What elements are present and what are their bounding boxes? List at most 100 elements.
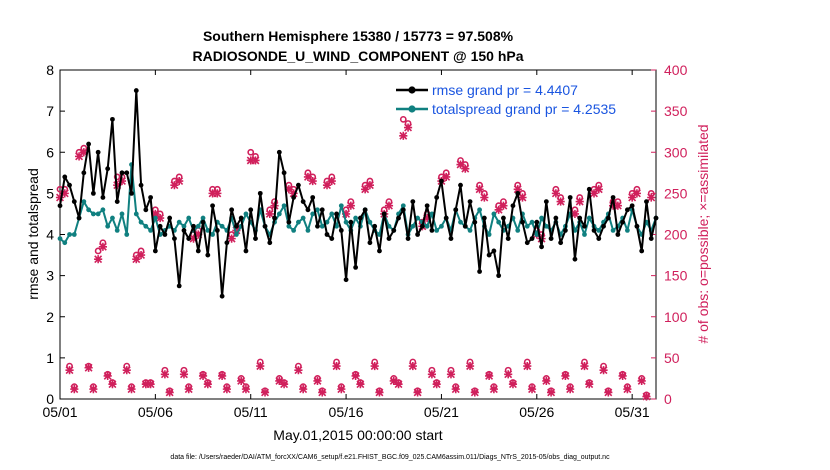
- rmse-point: [396, 215, 401, 221]
- obs-assimilated-point: [299, 385, 308, 394]
- obs-assimilated-point: [508, 380, 518, 389]
- obs-assimilated-point: [551, 189, 560, 198]
- obs-assimilated-point: [403, 123, 413, 132]
- rmse-point: [286, 219, 292, 225]
- obs-assimilated-point: [60, 189, 69, 198]
- rmse-point: [429, 227, 435, 233]
- rmse-point: [572, 256, 578, 262]
- rmse-point: [243, 248, 249, 254]
- rmse-point: [620, 219, 626, 225]
- y-left-axis-ticks: 0 1 2 3 4 5 6 7 8: [46, 62, 65, 407]
- obs-assimilated-point: [442, 172, 451, 182]
- y-left-tick-label: 4: [46, 227, 54, 243]
- totalspread-point: [105, 223, 111, 229]
- totalspread-point: [143, 223, 149, 229]
- rmse-point: [381, 211, 387, 217]
- obs-assimilated-point: [585, 380, 594, 389]
- rmse-point: [386, 236, 392, 242]
- y-right-axis-label: # of obs: o=possible; ×=assimilated: [695, 124, 711, 343]
- rmse-point: [543, 199, 549, 205]
- rmse-point: [458, 182, 463, 188]
- obs-assimilated-point: [198, 371, 208, 381]
- rmse-point: [71, 199, 77, 205]
- series-lines: [57, 88, 659, 299]
- rmse-point: [157, 223, 163, 229]
- obs-assimilated-point: [241, 385, 251, 394]
- rmse-point: [372, 223, 378, 229]
- obs-assimilated-point: [251, 156, 260, 165]
- rmse-point: [253, 236, 258, 242]
- rmse-point: [405, 236, 411, 242]
- obs-assimilated-point: [465, 362, 475, 371]
- rmse-point: [191, 223, 196, 229]
- rmse-point: [62, 174, 68, 180]
- rmse-point: [515, 190, 521, 196]
- rmse-point: [334, 211, 339, 217]
- totalspread-point: [286, 223, 292, 229]
- obs-assimilated-point: [127, 385, 136, 394]
- rmse-point: [496, 273, 502, 279]
- obs-possible-point: [94, 247, 102, 255]
- obs-assimilated-point: [218, 371, 227, 381]
- obs-assimilated-point: [265, 209, 274, 219]
- chart-title-line2: RADIOSONDE_U_WIND_COMPONENT @ 150 hPa: [192, 48, 523, 64]
- obs-assimilated-point: [194, 230, 203, 239]
- obs-assimilated-point: [580, 362, 589, 371]
- rmse-point: [377, 248, 382, 254]
- obs-assimilated-point: [136, 250, 146, 260]
- obs-assimilated-point: [504, 370, 513, 379]
- obs-assimilated-point: [604, 388, 613, 397]
- totalspread-point: [62, 240, 68, 246]
- obs-assimilated-point: [547, 388, 556, 397]
- obs-assimilated-point: [303, 172, 313, 182]
- obs-assimilated-point: [556, 197, 565, 206]
- rmse-point: [100, 195, 106, 200]
- totalspread-point: [138, 219, 144, 225]
- rmse-point: [610, 195, 616, 200]
- obs-assimilated-point: [232, 226, 241, 235]
- totalspread-point: [67, 232, 72, 237]
- obs-assimilated-point: [179, 370, 189, 379]
- totalspread-point: [176, 219, 182, 225]
- rmse-point: [453, 207, 459, 213]
- obs-assimilated-point: [432, 380, 441, 389]
- rmse-point: [424, 203, 430, 209]
- rmse-point: [639, 248, 645, 254]
- obs-assimilated-point: [346, 201, 355, 210]
- obs-assimilated-point: [165, 388, 174, 397]
- rmse-point: [343, 277, 349, 283]
- totalspread-point: [486, 232, 492, 237]
- rmse-point: [548, 236, 554, 242]
- obs-assimilated-point: [184, 385, 193, 394]
- obs-assimilated-point: [518, 193, 527, 202]
- totalspread-point: [57, 236, 63, 242]
- obs-assimilated-point: [55, 193, 65, 202]
- y-right-tick-label: 50: [664, 350, 680, 366]
- footnote: data file: /Users/raeder/DAI/ATM_forcXX/…: [170, 454, 610, 461]
- totalspread-point: [219, 223, 225, 229]
- y-left-tick-label: 5: [46, 185, 54, 201]
- chart-title: Southern Hemisphere 15380 / 15773 = 97.5…: [192, 28, 523, 64]
- obs-assimilated-point: [284, 185, 293, 194]
- rmse-point: [582, 223, 587, 229]
- totalspread-point: [624, 227, 630, 233]
- obs-assimilated-point: [280, 380, 289, 389]
- y-right-tick-label: 200: [664, 227, 688, 243]
- obs-assimilated-point: [203, 380, 212, 389]
- rmse-point: [234, 223, 239, 229]
- rmse-point: [186, 236, 192, 242]
- obs-assimilated-point: [594, 185, 603, 194]
- rmse-point: [448, 236, 454, 242]
- rmse-point: [596, 236, 602, 242]
- rmse-point: [529, 236, 535, 242]
- totalspread-point: [114, 227, 120, 233]
- rmse-point: [477, 269, 482, 274]
- rmse-point: [472, 219, 478, 225]
- y-right-tick-label: 400: [664, 62, 688, 78]
- totalspread-point: [410, 223, 416, 229]
- obs-assimilated-point: [146, 380, 155, 389]
- obs-assimilated-point: [246, 156, 255, 165]
- y-right-tick-label: 150: [664, 268, 688, 284]
- totalspread-point: [200, 215, 206, 221]
- totalspread-point: [276, 211, 282, 217]
